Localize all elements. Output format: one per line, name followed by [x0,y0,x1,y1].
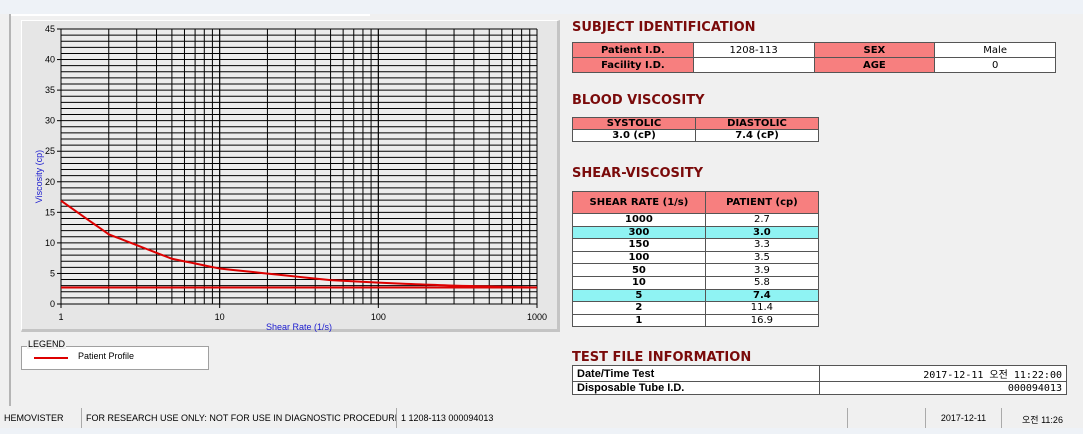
datetime-value: 2017-12-11 오전 11:22:00 [819,365,1067,382]
diastolic-value: 7.4 (cP) [695,129,819,142]
y-tick-label: 0 [50,299,55,309]
systolic-label: SYSTOLIC [572,117,696,130]
shear-rate-cell: 2 [572,301,706,315]
blood-viscosity-table: SYSTOLIC DIASTOLIC 3.0 (cP) 7.4 (cP) [572,117,819,142]
blood-viscosity-title: BLOOD VISCOSITY [572,93,705,108]
patient-profile-line [60,199,538,289]
status-app: HEMOVISTER [4,413,64,423]
y-tick-label: 30 [45,116,55,126]
x-tick-label: 1 [58,312,63,322]
legend: LEGEND Patient Profile [21,339,209,370]
legend-title: LEGEND [27,339,67,349]
shear-row: 50 3.9 [572,263,820,277]
y-tick-label: 20 [45,177,55,187]
plot-area [61,29,537,304]
x-tick-label: 10 [215,312,225,322]
status-record: 1 1208-113 000094013 [396,408,847,428]
subject-title: SUBJECT IDENTIFICATION [572,20,756,35]
bottom-strip [0,428,1083,434]
top-strip [0,0,1083,14]
datetime-label: Date/Time Test [572,365,820,382]
shear-row: 150 3.3 [572,238,820,252]
patient-value-cell: 11.4 [704,301,820,315]
shear-row: 1000 2.7 [572,213,820,227]
y-tick-label: 35 [45,85,55,95]
patient-value-cell: 3.9 [704,263,820,277]
y-tick-label: 15 [45,207,55,217]
subject-table: Patient I.D. 1208-113 SEX Male Facility … [572,42,1056,73]
y-tick-label: 25 [45,146,55,156]
shear-rate-cell: 50 [572,263,706,277]
test-file-table: Date/Time Test 2017-12-11 오전 11:22:00 Di… [572,365,1067,395]
patient-value-cell: 3.0 [704,225,820,240]
sex-value: Male [934,42,1056,58]
shear-rate-cell: 100 [572,250,706,265]
panel-border [9,14,11,406]
patient-id-value: 1208-113 [692,42,815,58]
y-tick-label: 10 [45,238,55,248]
patient-value-cell: 3.3 [704,238,820,252]
patient-cp-header: PATIENT (cp) [704,191,820,214]
status-notice: FOR RESEARCH USE ONLY: NOT FOR USE IN DI… [81,408,396,428]
systolic-value: 3.0 (cP) [572,129,696,142]
facility-id-label: Facility I.D. [572,57,694,73]
shear-row: 1 16.9 [572,313,820,328]
y-tick-label: 5 [50,268,55,278]
shear-rate-header: SHEAR RATE (1/s) [572,191,706,214]
y-tick-label: 40 [45,55,55,65]
legend-line-swatch [34,357,68,359]
diastolic-label: DIASTOLIC [695,117,819,130]
status-bar: HEMOVISTER FOR RESEARCH USE ONLY: NOT FO… [0,408,1083,428]
shear-row: 2 11.4 [572,301,820,315]
status-time: 오전 11:26 [1001,408,1083,428]
test-file-title: TEST FILE INFORMATION [572,350,752,365]
x-tick-label: 100 [371,312,386,322]
x-tick-label: 1000 [527,312,547,322]
patient-value-cell: 2.7 [704,213,820,227]
shear-rate-cell: 10 [572,275,706,290]
patient-value-cell: 16.9 [704,313,820,328]
shear-rate-cell: 5 [572,288,706,303]
age-label: AGE [813,57,936,73]
shear-row: 300 3.0 [572,225,820,240]
status-date: 2017-12-11 [925,408,1001,428]
tube-id-label: Disposable Tube I.D. [572,381,820,395]
patient-value-cell: 7.4 [704,288,820,303]
shear-rate-cell: 300 [572,225,706,240]
shear-row: 10 5.8 [572,275,820,290]
shear-row: 5 7.4 [572,288,820,303]
y-axis-label: Viscosity (cp) [34,150,44,203]
y-tick-label: 45 [45,24,55,34]
x-axis-label: Shear Rate (1/s) [266,322,332,332]
patient-value-cell: 3.5 [704,250,820,265]
shear-rate-cell: 150 [572,238,706,252]
shear-viscosity-table: SHEAR RATE (1/s) PATIENT (cp) 1000 2.7 300… [572,191,820,328]
status-empty [847,408,925,428]
age-value: 0 [934,57,1056,73]
patient-id-label: Patient I.D. [572,42,694,58]
patient-value-cell: 5.8 [704,275,820,290]
tube-id-value: 000094013 [819,381,1067,395]
top-tab-edge [10,14,370,16]
sex-label: SEX [813,42,936,58]
legend-entry: Patient Profile [78,351,135,361]
shear-row: 100 3.5 [572,250,820,265]
shear-rate-cell: 1000 [572,213,706,227]
facility-id-value [692,57,815,73]
shear-viscosity-title: SHEAR-VISCOSITY [572,166,703,181]
viscosity-chart: 0 5 10 15 20 25 30 35 40 45 1 10 100 1000 Shear Rate (… [34,24,547,332]
shear-rate-cell: 1 [572,313,706,328]
